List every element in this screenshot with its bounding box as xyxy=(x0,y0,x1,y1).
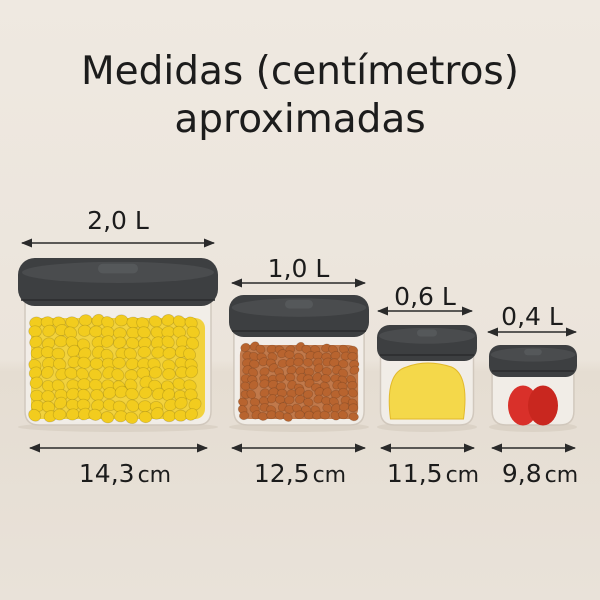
jar-2: 1,0 L 12,5 cm xyxy=(229,254,369,488)
volume-label: 0,6 L xyxy=(394,282,456,311)
lid-knob xyxy=(524,348,542,356)
jar-4: 0,4 L 9,8 cm xyxy=(486,302,578,488)
volume-label: 0,4 L xyxy=(501,302,563,331)
diameter-value: 9,8 xyxy=(502,459,542,488)
diameter-label: 14,3 cm xyxy=(79,459,171,488)
volume-label: 1,0 L xyxy=(268,254,330,283)
title-line-2: aproximadas xyxy=(174,97,425,142)
diameter-unit: cm xyxy=(313,463,347,488)
jar-3: 0,6 L 11,5 cm xyxy=(376,282,479,488)
volume-label: 2,0 L xyxy=(87,206,149,235)
contents xyxy=(388,362,466,420)
contents xyxy=(237,341,360,422)
diameter-value: 11,5 xyxy=(387,459,443,488)
contents xyxy=(508,385,558,426)
diameter-label: 9,8 cm xyxy=(502,459,578,488)
contents xyxy=(28,313,205,425)
diameter-unit: cm xyxy=(545,463,579,488)
diameter-value: 12,5 xyxy=(254,459,310,488)
diameter-unit: cm xyxy=(446,463,480,488)
diameter-label: 12,5 cm xyxy=(254,459,346,488)
diameter-value: 14,3 xyxy=(79,459,135,488)
lid-knob xyxy=(417,329,437,337)
diameter-unit: cm xyxy=(138,463,172,488)
jar-1: 2,0 L 14,3 cm xyxy=(18,206,218,488)
lid-knob xyxy=(285,300,313,309)
title-line-1: Medidas (centímetros) xyxy=(81,49,519,94)
diameter-label: 11,5 cm xyxy=(387,459,479,488)
lid-knob xyxy=(98,263,138,274)
